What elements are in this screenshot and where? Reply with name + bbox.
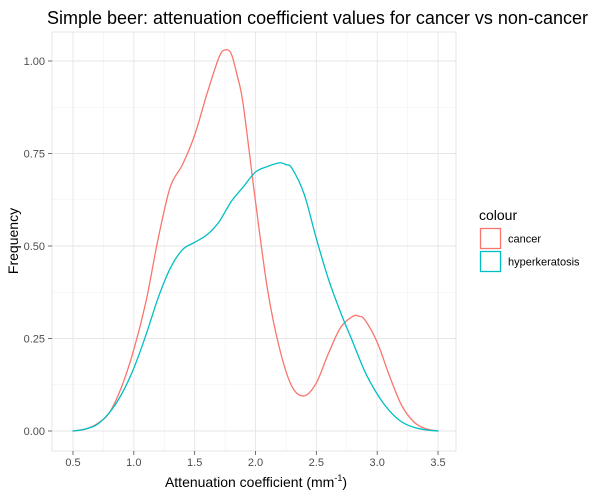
plot-border [51,31,457,452]
y-tick-label: 1.00 [24,56,45,68]
series-line-hyperkeratosis [72,162,439,432]
y-tick-label: 0.75 [24,149,45,161]
series-layer [72,48,439,432]
x-tick-label: 1.0 [126,457,141,469]
legend-label-cancer: cancer [508,234,541,246]
y-axis-title: Frequency [5,208,21,274]
series-line-cancer [72,48,439,432]
x-tick-label: 3.5 [430,457,445,469]
tick-layer: 0.5 1.0 1.5 2.0 2.5 3.0 3.5 0.00 0.25 0.50 0.75 1.0… [24,56,446,469]
y-tick-label: 0.50 [24,241,45,253]
x-axis-title: Attenuation coefficient (mm-1) [165,473,347,490]
x-tick-label: 2.5 [309,457,324,469]
legend-label-hyperkeratosis: hyperkeratosis [508,257,580,269]
legend-key-cancer [479,227,502,250]
x-tick-label: 0.5 [65,457,80,469]
y-tick-label: 0.00 [24,426,45,438]
x-tick-label: 2.0 [248,457,263,469]
legend-key-hyperkeratosis [479,250,502,273]
x-tick-label: 1.5 [187,457,202,469]
chart-title: Simple beer: attenuation coefficient val… [47,8,588,28]
x-tick-label: 3.0 [370,457,385,469]
legend-title: colour [479,207,517,223]
y-tick-label: 0.25 [24,334,45,346]
x-axis-title-suffix: ) [342,474,347,490]
x-axis-title-main: Attenuation coefficient (mm [165,474,334,490]
plot-grid [52,32,456,451]
legend: colour cancer hyperkeratosis [479,207,580,273]
legend-items: cancer hyperkeratosis [479,227,580,273]
x-axis-title-superscript: -1 [334,473,342,483]
